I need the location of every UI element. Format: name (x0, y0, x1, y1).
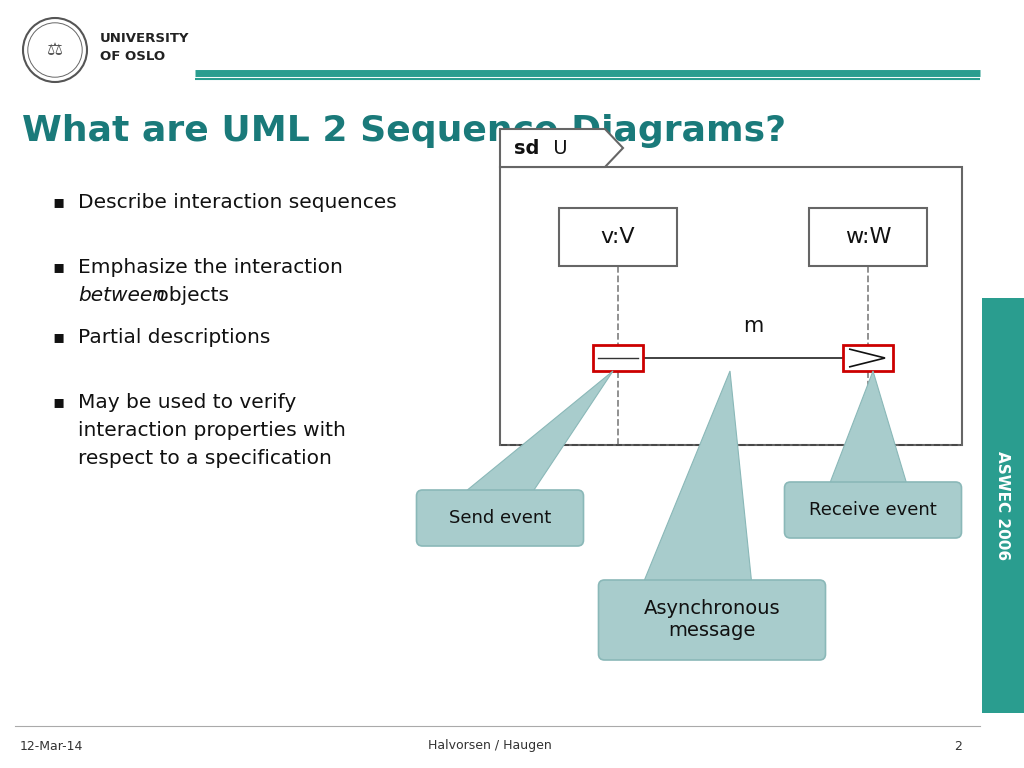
Text: 2: 2 (954, 740, 962, 753)
Text: 12-Mar-14: 12-Mar-14 (20, 740, 83, 753)
Text: Emphasize the interaction: Emphasize the interaction (78, 258, 343, 277)
Text: ▪: ▪ (52, 193, 65, 211)
Text: interaction properties with: interaction properties with (78, 421, 346, 440)
Text: ▪: ▪ (52, 393, 65, 411)
Text: Receive event: Receive event (809, 501, 937, 519)
Text: ⚖: ⚖ (47, 41, 63, 59)
Text: Asynchronous
message: Asynchronous message (644, 600, 780, 641)
Text: w:W: w:W (845, 227, 891, 247)
Text: OF OSLO: OF OSLO (100, 49, 165, 62)
Text: UNIVERSITY: UNIVERSITY (100, 31, 189, 45)
Text: objects: objects (150, 286, 229, 305)
Bar (809, 208, 927, 266)
Bar (593, 345, 643, 371)
Bar (982, 298, 1024, 713)
Text: between: between (78, 286, 165, 305)
Polygon shape (642, 371, 752, 586)
Text: What are UML 2 Sequence Diagrams?: What are UML 2 Sequence Diagrams? (22, 114, 786, 148)
Text: m: m (742, 316, 763, 336)
FancyBboxPatch shape (784, 482, 962, 538)
Text: ▪: ▪ (52, 258, 65, 276)
Polygon shape (500, 129, 623, 167)
Polygon shape (828, 371, 908, 488)
Text: Describe interaction sequences: Describe interaction sequences (78, 193, 396, 212)
Bar (843, 345, 893, 371)
Text: Halvorsen / Haugen: Halvorsen / Haugen (428, 740, 552, 753)
Text: sd: sd (514, 138, 540, 157)
Bar (559, 208, 677, 266)
FancyBboxPatch shape (598, 580, 825, 660)
Text: Partial descriptions: Partial descriptions (78, 328, 270, 347)
Polygon shape (460, 371, 613, 496)
Text: v:V: v:V (601, 227, 635, 247)
FancyBboxPatch shape (417, 490, 584, 546)
Text: ASWEC 2006: ASWEC 2006 (995, 451, 1011, 560)
Bar (500, 167, 962, 445)
Text: May be used to verify: May be used to verify (78, 393, 296, 412)
Text: U: U (547, 138, 567, 157)
Text: respect to a specification: respect to a specification (78, 449, 332, 468)
Text: ▪: ▪ (52, 328, 65, 346)
Text: Send event: Send event (449, 509, 551, 527)
